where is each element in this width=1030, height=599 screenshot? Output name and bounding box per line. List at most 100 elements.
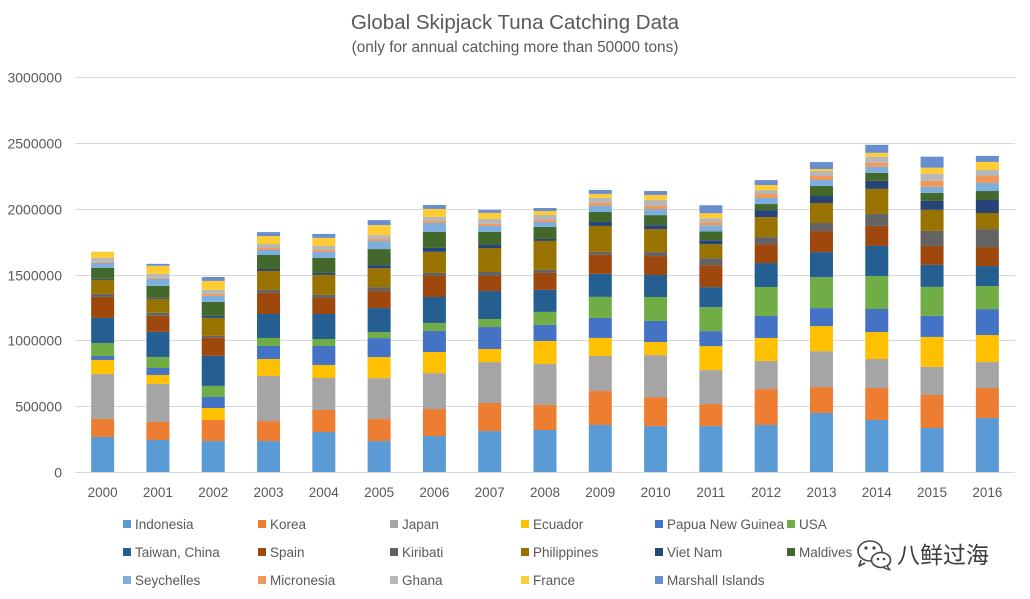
bar-segment-2005-usa (367, 332, 391, 339)
bar-segment-2015-micronesia (920, 180, 944, 187)
legend-item-taiwan-china: Taiwan, China (123, 545, 220, 560)
bar-segment-2016-kiribati (975, 229, 999, 248)
bar-segment-2015-korea (920, 394, 944, 429)
bar-segment-2003-maldives (257, 255, 281, 269)
bar-segment-2000-taiwan-china (91, 317, 115, 343)
bar-segment-2011-ghana (699, 218, 723, 223)
bar-segment-2001-france (146, 265, 170, 274)
bar-segment-2010-japan (644, 355, 668, 398)
x-tick-label: 2008 (530, 485, 560, 500)
bar-segment-2012-indonesia (754, 425, 778, 472)
bar-segment-2006-marshall-islands (422, 204, 446, 209)
bar-segment-2000-maldives (91, 267, 115, 279)
bar-segment-2015-papua-new-guinea (920, 315, 944, 337)
bar-segment-2002-maldives (201, 301, 225, 316)
x-tick-label: 2011 (696, 485, 725, 500)
bar-segment-2015-ghana (920, 173, 944, 181)
bar-segment-2014-spain (865, 225, 889, 246)
x-tick-label: 2015 (917, 485, 947, 500)
bar-segment-2005-indonesia (367, 441, 391, 472)
bar-segment-2014-ghana (865, 156, 889, 163)
bar-segment-2001-ecuador (146, 374, 170, 384)
bar-segment-2011-korea (699, 404, 723, 427)
bar-segment-2005-seychelles (367, 241, 391, 250)
legend-item-usa: USA (787, 517, 827, 532)
bar-segment-2006-ecuador (422, 352, 446, 374)
legend-item-japan: Japan (390, 517, 439, 532)
watermark: 八鲜过海 (857, 540, 989, 571)
bar-segment-2015-seychelles (920, 186, 944, 193)
bar-segment-2003-taiwan-china (257, 314, 281, 338)
bar-segment-2003-usa (257, 337, 281, 346)
bar-segment-2000-seychelles (91, 262, 115, 268)
legend-swatch (123, 520, 131, 528)
bar-segment-2012-korea (754, 389, 778, 425)
bar-segment-2005-france (367, 225, 391, 236)
legend-item-ghana: Ghana (390, 573, 443, 588)
bar-segment-2000-indonesia (91, 436, 115, 472)
legend-label: Spain (270, 545, 305, 560)
bar-segment-2006-indonesia (422, 436, 446, 472)
bar-segment-2000-usa (91, 342, 115, 356)
bar-segment-2015-viet-nam (920, 200, 944, 210)
legend-label: Ghana (402, 573, 443, 588)
legend-item-spain: Spain (258, 545, 305, 560)
bar-segment-2011-france (699, 213, 723, 219)
bar-segment-2011-indonesia (699, 426, 723, 472)
x-tick-label: 2007 (475, 485, 505, 500)
bar-segment-2015-usa (920, 286, 944, 316)
bar-segment-2004-korea (312, 409, 336, 432)
bar-segment-2015-maldives (920, 192, 944, 201)
bar-segment-2002-ecuador (201, 408, 225, 420)
bar-segment-2007-papua-new-guinea (478, 327, 502, 350)
bar-segment-2016-indonesia (975, 418, 999, 472)
bar-segment-2006-papua-new-guinea (422, 330, 446, 353)
y-tick-label: 2500000 (7, 136, 62, 152)
bar-segment-2008-japan (533, 364, 557, 405)
bar-segment-2011-marshall-islands (699, 205, 723, 214)
legend-label: Japan (402, 517, 439, 532)
bar-segment-2009-micronesia (588, 202, 612, 206)
bar-segment-2005-taiwan-china (367, 308, 391, 333)
bar-segment-2016-seychelles (975, 182, 999, 192)
bar-segment-2014-ecuador (865, 332, 889, 360)
bar-segment-2014-papua-new-guinea (865, 309, 889, 333)
bar-segment-2001-papua-new-guinea (146, 367, 170, 375)
bar-segment-2008-ghana (533, 214, 557, 220)
chart-title: Global Skipjack Tuna Catching Data (351, 11, 680, 34)
legend-item-seychelles: Seychelles (123, 573, 201, 588)
bar-segment-2002-korea (201, 419, 225, 442)
bar-segment-2006-usa (422, 322, 446, 331)
bar-segment-2007-marshall-islands (478, 209, 502, 213)
bar-segment-2002-kiribati (201, 335, 225, 338)
bar-segment-2006-spain (422, 275, 446, 298)
bar-segment-2005-korea (367, 419, 391, 442)
bar-segment-2011-usa (699, 307, 723, 332)
bar-segment-2013-viet-nam (809, 196, 833, 204)
y-tick-label: 500000 (15, 399, 62, 415)
bar-segment-2003-ecuador (257, 359, 281, 377)
bar-segment-2009-kiribati (588, 251, 612, 255)
bar-segment-2001-kiribati (146, 312, 170, 316)
legend-item-korea: Korea (258, 517, 307, 532)
bar-segment-2003-ghana (257, 244, 281, 249)
x-tick-label: 2014 (862, 485, 893, 500)
bar-segment-2007-korea (478, 403, 502, 432)
bar-segment-2016-taiwan-china (975, 266, 999, 287)
legend-label: Philippines (533, 545, 599, 560)
watermark-text: 八鲜过海 (897, 543, 989, 569)
bar-segment-2004-marshall-islands (312, 233, 336, 238)
x-tick-label: 2003 (254, 485, 284, 500)
bar-segment-2009-japan (588, 356, 612, 392)
bar-segment-2000-spain (91, 296, 115, 318)
legend-label: USA (799, 517, 827, 532)
bar-segment-2014-marshall-islands (865, 144, 889, 153)
bar-segment-2005-maldives (367, 249, 391, 266)
bar-segment-2002-viet-nam (201, 315, 225, 318)
bar-segment-2011-papua-new-guinea (699, 331, 723, 347)
bar-segment-2012-kiribati (754, 237, 778, 245)
bar-segment-2012-ghana (754, 190, 778, 195)
legend-label: Seychelles (135, 573, 201, 588)
legend-label: Kiribati (402, 545, 443, 560)
bar-segment-2006-maldives (422, 231, 446, 248)
